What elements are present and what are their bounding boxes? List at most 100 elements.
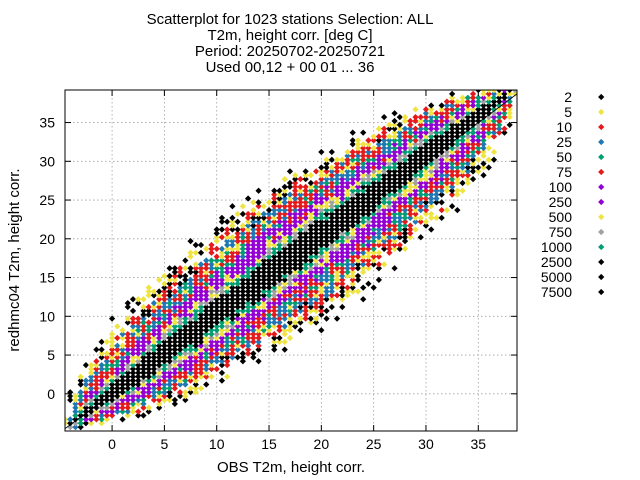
scatter-point	[396, 241, 403, 249]
scatter-point	[328, 288, 335, 295]
scatter-point	[197, 288, 205, 295]
scatter-point	[218, 226, 226, 233]
scatter-point	[244, 234, 252, 241]
scatter-point	[276, 315, 283, 322]
scatter-point	[276, 303, 283, 311]
scatter-point	[234, 238, 241, 245]
scatter-point	[281, 176, 288, 183]
scatter-point	[292, 288, 299, 295]
scatter-point	[428, 102, 435, 109]
scatter-point	[328, 303, 335, 311]
scatter-point	[339, 261, 346, 268]
scatter-point	[328, 269, 335, 276]
scatter-point	[297, 307, 304, 314]
scatter-point	[182, 311, 189, 318]
scatter-point	[250, 234, 257, 241]
legend-marker	[598, 168, 605, 176]
scatter-point	[260, 265, 267, 272]
scatter-point	[286, 257, 294, 264]
scatter-point	[265, 331, 273, 338]
scatter-point	[297, 269, 304, 276]
x-tick-label: 20	[314, 436, 330, 452]
scatter-point	[224, 245, 231, 252]
scatter-point	[318, 311, 325, 318]
scatter-point	[255, 311, 262, 318]
scatter-point	[239, 265, 246, 272]
scatter-point	[218, 253, 226, 260]
scatter-point	[239, 288, 246, 295]
scatter-point	[250, 238, 257, 245]
scatter-point	[182, 381, 189, 388]
scatter-point	[302, 269, 309, 276]
scatter-point	[156, 315, 163, 322]
scatter-point	[281, 276, 288, 283]
legend-label: 1000	[541, 239, 572, 255]
scatter-point	[354, 272, 362, 280]
scatter-point	[260, 303, 267, 311]
scatter-point	[281, 331, 288, 338]
scatter-point	[307, 288, 314, 295]
x-tick-label: 10	[209, 436, 225, 452]
scatter-point	[255, 269, 262, 276]
scatter-point	[449, 90, 456, 97]
scatter-point	[156, 393, 163, 400]
scatter-point	[229, 214, 236, 221]
scatter-point	[260, 300, 267, 307]
scatter-point	[255, 323, 262, 330]
scatter-point	[229, 241, 236, 249]
scatter-point	[339, 257, 346, 264]
scatter-point	[229, 234, 236, 241]
scatter-point	[140, 389, 147, 396]
scatter-point	[297, 284, 304, 291]
scatter-point	[239, 334, 246, 342]
scatter-point	[312, 272, 320, 280]
scatter-point	[297, 319, 304, 326]
scatter-point	[244, 230, 252, 237]
scatter-point	[239, 307, 246, 314]
scatter-point	[203, 245, 210, 252]
scatter-point	[375, 276, 383, 283]
scatter-point	[318, 288, 325, 295]
scatter-point	[244, 226, 252, 233]
scatter-point	[417, 214, 424, 221]
scatter-point	[229, 245, 236, 252]
scatter-point	[260, 261, 267, 268]
scatter-point	[276, 292, 283, 299]
scatter-point	[156, 307, 163, 314]
scatter-point	[239, 319, 246, 326]
scatter-point	[281, 269, 288, 276]
scatter-point	[156, 300, 163, 307]
scatter-point	[349, 257, 356, 264]
scatter-point	[271, 276, 278, 283]
scatter-point	[318, 265, 325, 272]
scatter-point	[323, 296, 330, 303]
scatter-point	[182, 377, 189, 384]
scatter-point	[292, 172, 299, 179]
scatter-point	[197, 365, 205, 373]
y-tick-label: 10	[39, 308, 55, 324]
scatter-point	[197, 350, 205, 357]
scatter-point	[234, 245, 241, 252]
scatter-point	[156, 296, 163, 303]
scatter-point	[344, 284, 351, 291]
scatter-point	[156, 377, 163, 384]
title-line-3: Period: 20250702-20250721	[194, 43, 386, 60]
scatter-point	[260, 203, 267, 210]
scatter-point	[312, 300, 320, 307]
scatter-point	[255, 272, 262, 280]
scatter-point	[229, 203, 236, 210]
scatter-point	[239, 276, 246, 283]
scatter-point	[224, 249, 231, 256]
x-tick-label: 30	[418, 436, 434, 452]
scatter-point	[265, 300, 273, 307]
scatter-point	[265, 257, 273, 264]
scatter-point	[501, 90, 508, 94]
scatter-point	[239, 350, 246, 357]
scatter-point	[239, 311, 246, 318]
scatter-point	[182, 284, 189, 291]
scatter-point	[276, 311, 283, 318]
scatter-point	[255, 346, 262, 353]
scatter-point	[360, 296, 367, 303]
scatter-point	[286, 334, 294, 342]
scatter-point	[197, 241, 205, 249]
